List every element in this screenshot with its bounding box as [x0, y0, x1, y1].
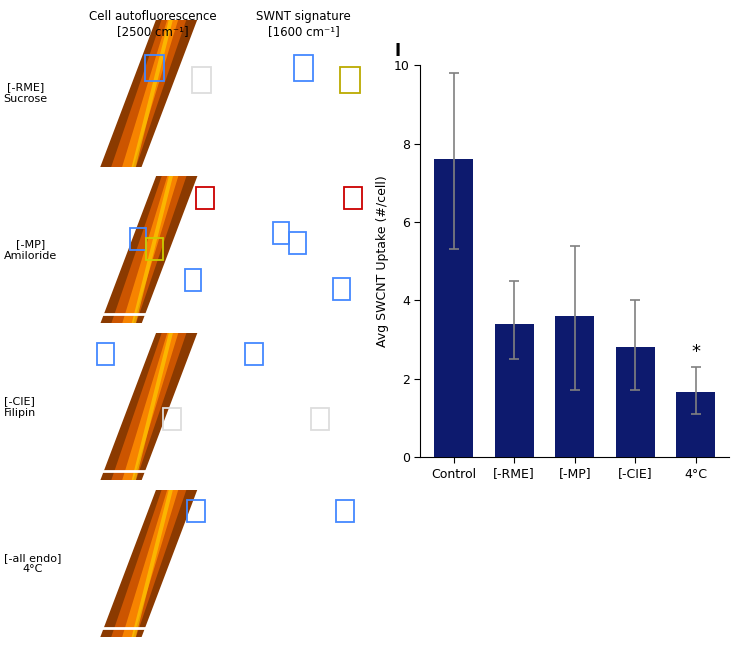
Bar: [615, 347, 655, 457]
Bar: [344, 187, 362, 209]
Text: D: D: [92, 499, 105, 513]
Bar: [289, 232, 306, 254]
Bar: [676, 392, 716, 457]
Text: A: A: [92, 29, 104, 43]
Bar: [312, 408, 330, 430]
Bar: [273, 222, 289, 244]
Polygon shape: [131, 173, 173, 326]
Bar: [129, 228, 146, 250]
Bar: [97, 343, 115, 366]
Text: C: C: [92, 342, 103, 357]
Polygon shape: [110, 173, 187, 326]
Bar: [434, 159, 473, 457]
Polygon shape: [100, 487, 199, 640]
Bar: [146, 238, 163, 260]
Polygon shape: [121, 330, 179, 483]
Bar: [495, 324, 534, 457]
Text: [-all endo]
4°C: [-all endo] 4°C: [4, 552, 61, 575]
Text: I: I: [394, 42, 400, 61]
Bar: [336, 500, 354, 522]
Polygon shape: [100, 17, 199, 169]
Text: [-CIE]
Filipin: [-CIE] Filipin: [4, 396, 36, 418]
Polygon shape: [121, 487, 179, 640]
Text: Cell autofluorescence
[2500 cm⁻¹]: Cell autofluorescence [2500 cm⁻¹]: [89, 10, 217, 38]
Bar: [191, 67, 211, 93]
Bar: [185, 269, 201, 291]
Polygon shape: [110, 487, 187, 640]
Bar: [187, 500, 205, 522]
Bar: [145, 55, 164, 81]
Text: SWNT signature
[1600 cm⁻¹]: SWNT signature [1600 cm⁻¹]: [256, 10, 351, 38]
Polygon shape: [131, 487, 173, 640]
Polygon shape: [110, 330, 187, 483]
Polygon shape: [110, 17, 187, 169]
Text: G: G: [241, 342, 254, 357]
Bar: [246, 343, 263, 366]
Polygon shape: [131, 17, 173, 169]
Text: B: B: [92, 185, 104, 200]
Text: F: F: [241, 185, 251, 200]
Text: E: E: [241, 29, 251, 43]
Text: *: *: [691, 343, 700, 361]
Bar: [340, 67, 359, 93]
Bar: [196, 187, 214, 209]
Polygon shape: [121, 173, 179, 326]
Bar: [163, 408, 181, 430]
Bar: [294, 55, 312, 81]
Polygon shape: [100, 173, 199, 326]
Text: [-RME]
Sucrose: [-RME] Sucrose: [4, 82, 48, 104]
Polygon shape: [121, 17, 179, 169]
Bar: [555, 316, 594, 457]
Text: [-MP]
Amiloride: [-MP] Amiloride: [4, 239, 57, 261]
Polygon shape: [100, 330, 199, 483]
Bar: [333, 278, 350, 300]
Y-axis label: Avg SWCNT Uptake (#/cell): Avg SWCNT Uptake (#/cell): [376, 175, 388, 347]
Text: H: H: [241, 499, 254, 513]
Polygon shape: [131, 330, 173, 483]
